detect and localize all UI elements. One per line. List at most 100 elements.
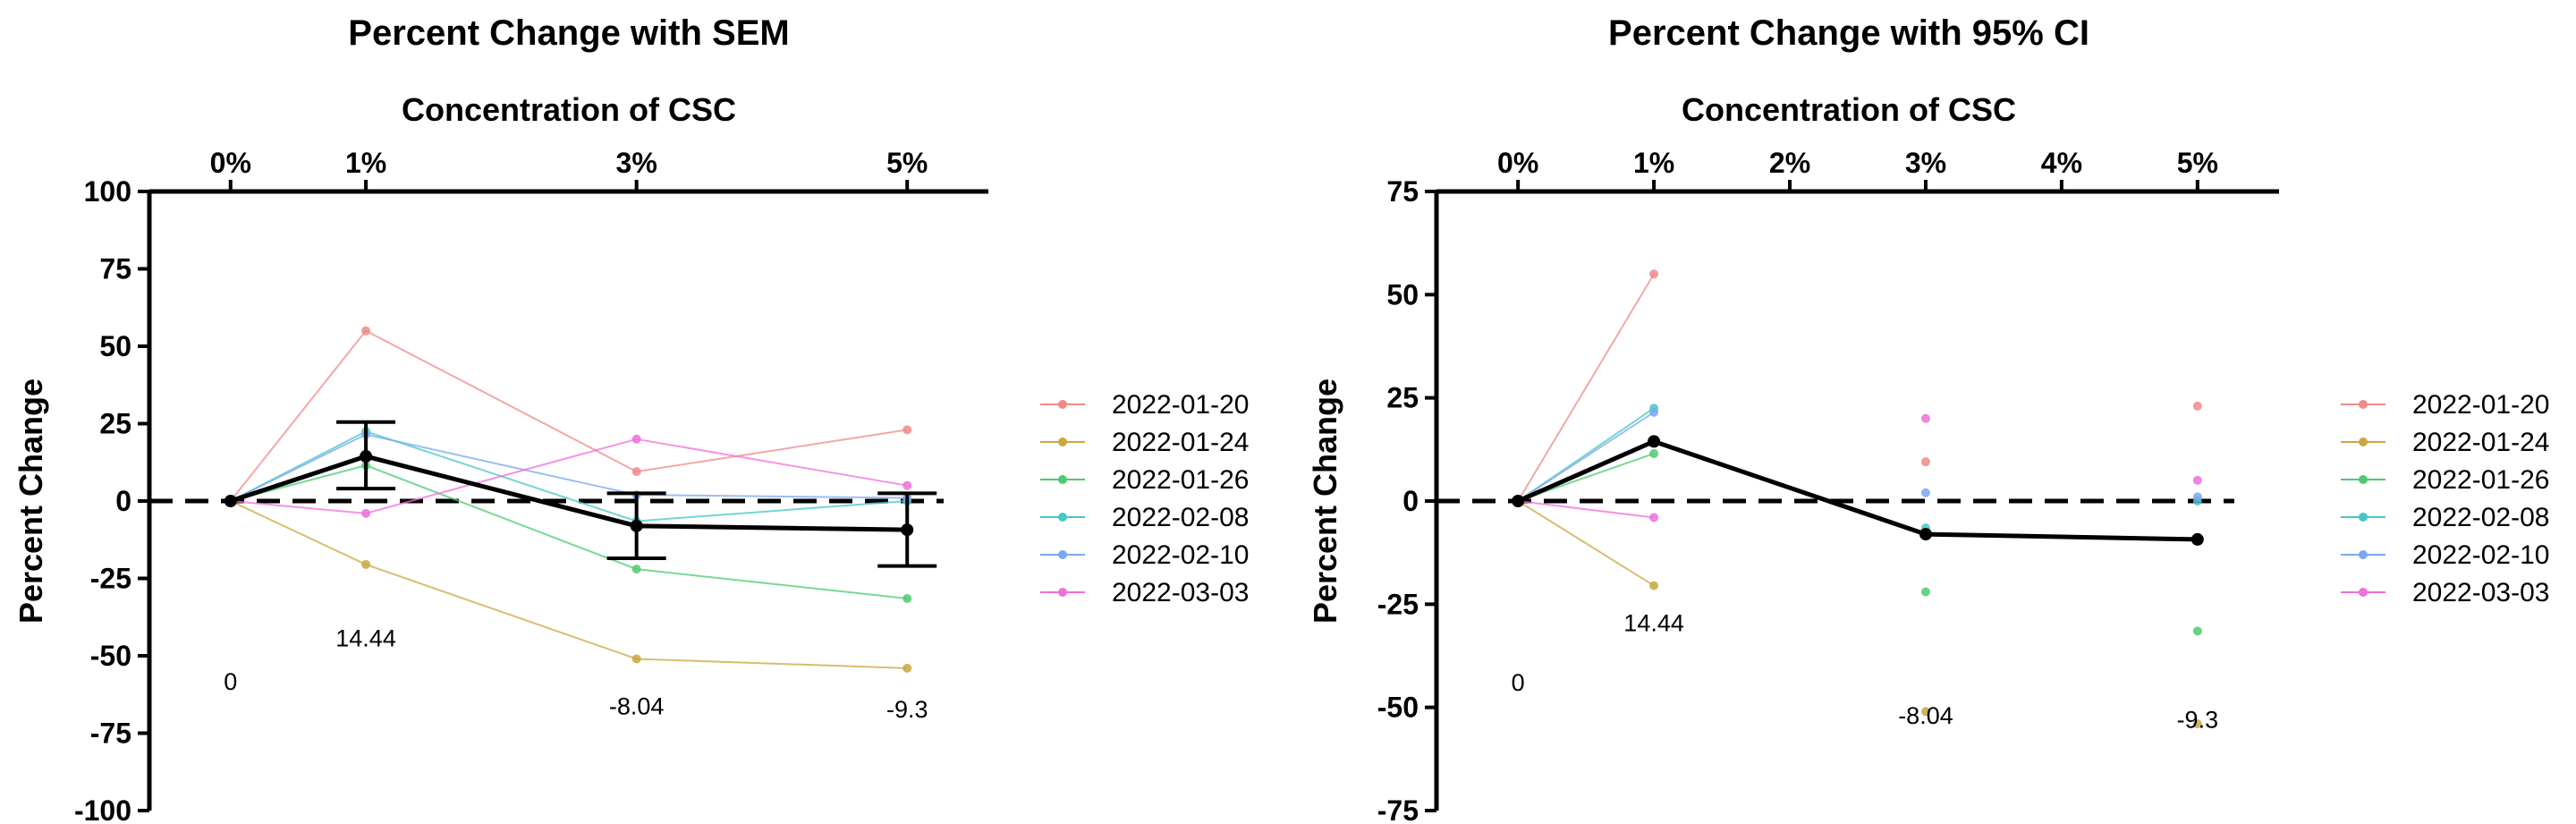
mean-point (901, 523, 914, 537)
mean-value-label: -9.3 (886, 696, 928, 723)
series-line-segment (636, 437, 908, 487)
legend-swatch-point (1058, 475, 1067, 484)
legend-label: 2022-03-03 (2412, 578, 2549, 607)
series-point (1920, 488, 1930, 497)
y-tick-label: 50 (99, 330, 131, 362)
x-axis-title: Concentration of CSC (1682, 91, 2016, 128)
series-line-segment (365, 563, 637, 660)
legend-label: 2022-01-26 (1112, 465, 1249, 495)
legend-label: 2022-02-08 (2412, 503, 2549, 532)
legend-swatch-point (2359, 475, 2368, 484)
series-point (1920, 457, 1930, 467)
mean-line (1517, 438, 2198, 542)
series-2022-01-24 (1513, 497, 2202, 729)
legend-item: 2022-01-24 (2341, 428, 2549, 457)
series-2022-01-24 (225, 497, 912, 673)
series-point (902, 480, 912, 490)
series-point (2192, 401, 2202, 411)
y-axis-title: Percent Change (13, 378, 49, 624)
legend-label: 2022-02-08 (1112, 503, 1249, 532)
legend-swatch-point (1058, 437, 1067, 446)
y-tick-label: -50 (90, 640, 131, 672)
series-line-segment (365, 433, 637, 497)
x-tick-label: 4% (2041, 147, 2082, 179)
chart-panel-2: Percent Change with 95% CI Concentration … (1307, 13, 2549, 824)
legend: 2022-01-20 2022-01-24 2022-01-26 2022-02-08… (2341, 390, 2549, 607)
legend-label: 2022-03-03 (1112, 578, 1249, 607)
series-line-segment (230, 500, 367, 565)
series-point (2192, 626, 2202, 636)
legend-swatch-point (2359, 400, 2368, 409)
y-tick-label: -75 (1377, 794, 1419, 824)
series-line-segment (1517, 411, 1655, 502)
legend-item: 2022-01-20 (1040, 390, 1249, 420)
y-tick-label: 75 (1386, 175, 1419, 208)
y-tick-label: -75 (90, 718, 131, 750)
mean-value-label: -8.04 (609, 693, 665, 720)
legend-item: 2022-03-03 (2341, 578, 2549, 607)
legend-item: 2022-01-20 (2341, 390, 2549, 420)
legend-label: 2022-01-24 (1112, 428, 1249, 457)
mean-value-label: 0 (224, 668, 237, 695)
series-point (631, 654, 641, 664)
legend-swatch-point (1058, 400, 1067, 409)
y-tick-label: 50 (1386, 278, 1419, 310)
series-point (1649, 581, 1659, 590)
series-point (2192, 719, 2202, 729)
legend-item: 2022-01-26 (2341, 465, 2549, 495)
legend-swatch-point (2359, 437, 2368, 446)
series-point (631, 434, 641, 444)
series-line-segment (1517, 500, 1655, 587)
mean-value-label: -9.3 (2177, 707, 2219, 734)
y-tick-label: -100 (74, 794, 131, 824)
series-line-segment (636, 429, 908, 473)
series-line-segment (230, 500, 367, 514)
y-tick-label: 100 (84, 175, 131, 208)
legend-swatch-point (2359, 588, 2368, 597)
series-line-segment (1518, 500, 1655, 519)
chart-title: Percent Change with SEM (348, 13, 789, 53)
x-tick-label: 2% (1769, 147, 1810, 179)
series-point (1649, 269, 1659, 279)
mean-value-label: 14.44 (335, 625, 396, 652)
legend: 2022-01-20 2022-01-24 2022-01-26 2022-02-08… (1040, 390, 1249, 607)
x-tick-label: 1% (1633, 147, 1674, 179)
legend-item: 2022-03-03 (1040, 578, 1249, 607)
x-tick-label: 0% (1497, 147, 1538, 179)
series-2022-01-20 (1513, 269, 2202, 505)
legend-item: 2022-01-24 (1040, 428, 1249, 457)
legend-swatch-point (1058, 588, 1067, 597)
mean-point (1919, 528, 1932, 541)
series-line-segment (365, 464, 638, 571)
series-line-segment (365, 329, 638, 473)
series-point (361, 559, 371, 569)
y-axis-title: Percent Change (1307, 378, 1343, 624)
y-tick-label: 0 (1402, 485, 1419, 517)
y-tick-label: -50 (1377, 692, 1419, 724)
x-axis-title: Concentration of CSC (402, 91, 736, 128)
series-point (631, 565, 641, 574)
mean-point (1648, 435, 1661, 448)
legend-item: 2022-02-08 (2341, 503, 2549, 532)
mean-value-label: 0 (1512, 669, 1525, 696)
mean-value-label: 14.44 (1623, 609, 1684, 636)
series-point (1920, 587, 1930, 597)
series-line-segment (365, 437, 637, 514)
series-point (902, 425, 912, 435)
mean-point (2190, 532, 2204, 546)
series-point (1649, 513, 1659, 522)
series-point (361, 326, 371, 336)
x-tick-label: 5% (2177, 147, 2218, 179)
series-line-segment (636, 658, 908, 669)
series-2022-03-03 (1513, 413, 2202, 522)
legend-label: 2022-01-20 (2412, 390, 2549, 420)
series-line-segment (230, 433, 367, 502)
series-point (361, 508, 371, 518)
legend-label: 2022-01-20 (1112, 390, 1249, 420)
legend-label: 2022-02-10 (1112, 540, 1249, 570)
series-line-segment (229, 330, 367, 502)
legend-swatch-point (2359, 550, 2368, 559)
series-point (902, 593, 912, 603)
legend-item: 2022-02-08 (1040, 503, 1249, 532)
